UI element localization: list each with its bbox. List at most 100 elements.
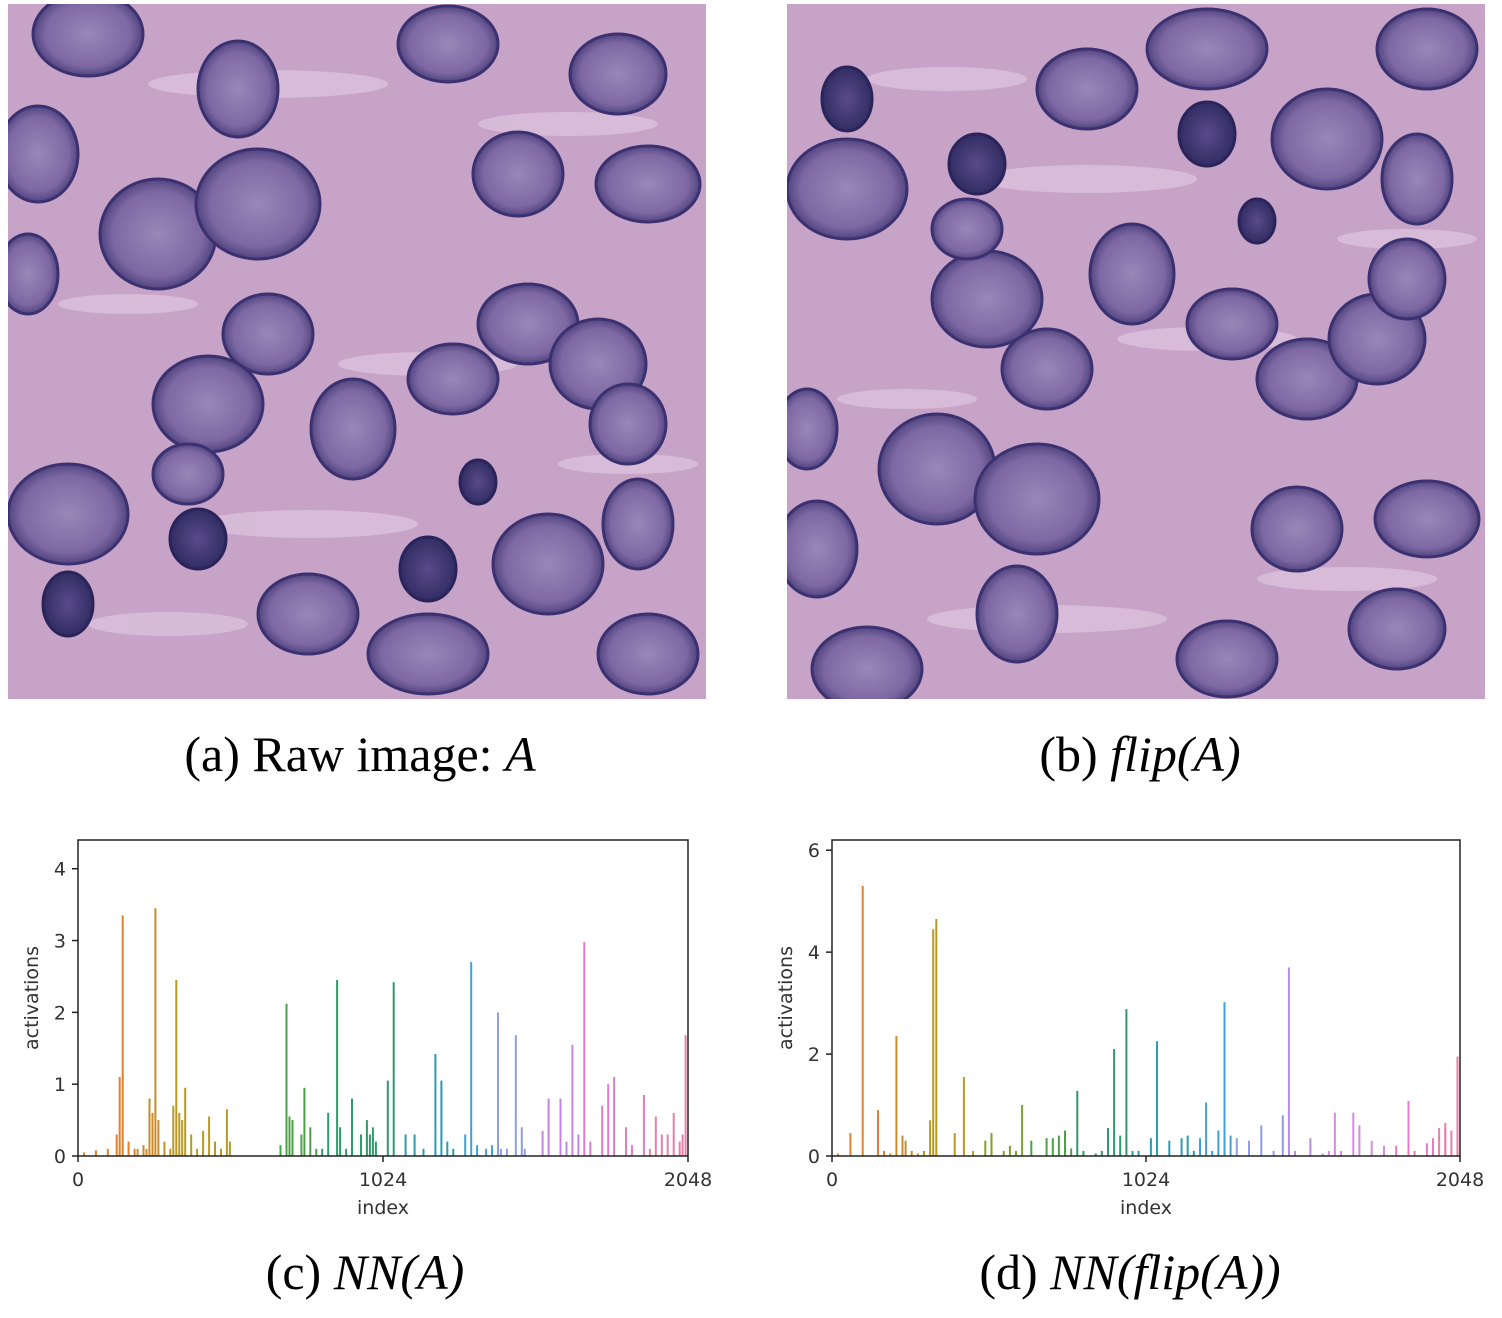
plot-frame [77,839,689,1157]
activation-bar [228,1141,231,1156]
activation-bar [309,1127,312,1156]
activation-bar [1082,1150,1085,1156]
activation-chart-d: 0 2 4 6 0 1024 2048 index activations [770,830,1490,1225]
activation-bar [288,1116,291,1156]
activation-bar [300,1134,303,1156]
activation-bar [497,1012,499,1156]
x-tick-label: 0 [72,1169,84,1191]
activation-bar [345,1148,348,1156]
caption-c-math: NN(A) [333,1244,465,1300]
activation-bar [133,1148,136,1156]
activation-bar [485,1148,488,1156]
activation-bar [1180,1138,1183,1156]
activation-bar [157,1120,160,1156]
activation-bar [631,1145,633,1156]
activation-bar [163,1141,166,1156]
activation-bar [106,1148,109,1156]
activation-bar [910,1150,913,1156]
chart-d-svg: 0 2 4 6 0 1024 2048 index activations [775,839,1484,1219]
activation-bar [1413,1150,1416,1156]
x-axis-label: index [1120,1197,1172,1219]
activation-bar [175,980,178,1156]
activation-bar [115,1134,118,1156]
caption-b-math: flip(A) [1110,726,1241,782]
activation-bar [413,1134,416,1156]
raw-image-a [8,4,706,699]
activation-bar [1395,1145,1398,1156]
activation-bar [336,980,339,1156]
histology-image-raw [8,4,706,699]
activation-bar [1064,1130,1066,1156]
activation-bar [1045,1138,1048,1156]
activation-bar [321,1148,324,1156]
y-tick-label: 6 [808,840,820,862]
activation-bar [1281,1115,1284,1156]
caption-d-math: NN(flip(A)) [1050,1244,1281,1300]
activation-bar [1137,1150,1140,1156]
histology-image-flipped [787,4,1485,699]
activation-bar [1217,1130,1220,1156]
activation-bar [365,1120,368,1156]
activation-bar [523,1148,526,1156]
activation-bar [1199,1138,1201,1156]
y-tick-label: 2 [54,1002,66,1024]
activation-bar [360,1134,362,1156]
activation-bar [368,1134,371,1156]
activation-bar [1327,1150,1330,1156]
activation-bar [1425,1143,1428,1156]
activation-bar [889,1153,892,1156]
caption-c: (c) NN(A) [0,1243,730,1301]
activation-bar [642,1095,645,1156]
activation-bar [208,1116,211,1156]
activation-bar [1156,1041,1158,1156]
activation-bar [1340,1150,1342,1156]
activation-bar [1015,1150,1017,1156]
activation-bar [1383,1145,1385,1156]
activation-bar [83,1152,85,1156]
activation-bar [883,1150,886,1156]
activation-bar [339,1127,342,1156]
activation-bar [386,1080,389,1156]
activation-bar [190,1134,193,1156]
activation-bar [1192,1150,1195,1156]
y-tick-label: 3 [54,931,66,953]
activation-bar [990,1133,993,1156]
activation-bar [972,1150,975,1156]
activation-bar [181,1120,184,1156]
activation-bar [1235,1138,1238,1156]
activation-bar [681,1134,684,1156]
activation-bar [446,1141,449,1156]
activation-bar [837,1153,840,1156]
activation-bar [1272,1150,1275,1156]
y-tick-label: 1 [54,1074,66,1096]
activation-bar [1211,1150,1214,1156]
activation-bar [225,1109,228,1156]
activation-chart-c: 0 1 2 3 4 0 1024 2048 index activations [20,830,720,1225]
activation-bar [565,1141,568,1156]
activation-bar [1229,1135,1232,1156]
activation-bar [1352,1112,1355,1156]
y-tick-label: 2 [808,1044,820,1066]
activation-bar [654,1116,657,1156]
activation-bar [1450,1130,1453,1156]
activation-bar [470,962,473,1156]
activation-bar [1070,1148,1073,1156]
activation-bar [601,1105,604,1156]
activation-bar [154,908,157,1156]
activation-bar [984,1140,987,1156]
activation-bar [434,1054,437,1156]
activation-bar [476,1145,479,1156]
activation-bar [678,1141,681,1156]
activation-bar [877,1110,879,1156]
activation-bar [303,1087,306,1156]
activation-bar [422,1148,425,1156]
activation-bar [547,1098,550,1156]
activation-bar [589,1141,592,1156]
activation-bar [172,1105,175,1156]
activation-bar [136,1148,139,1156]
activation-bar [684,1035,687,1156]
caption-a-prefix: (a) Raw image: [184,726,506,782]
activation-bar [169,1148,172,1156]
activation-bar [142,1145,145,1156]
activation-bar [1333,1112,1336,1156]
